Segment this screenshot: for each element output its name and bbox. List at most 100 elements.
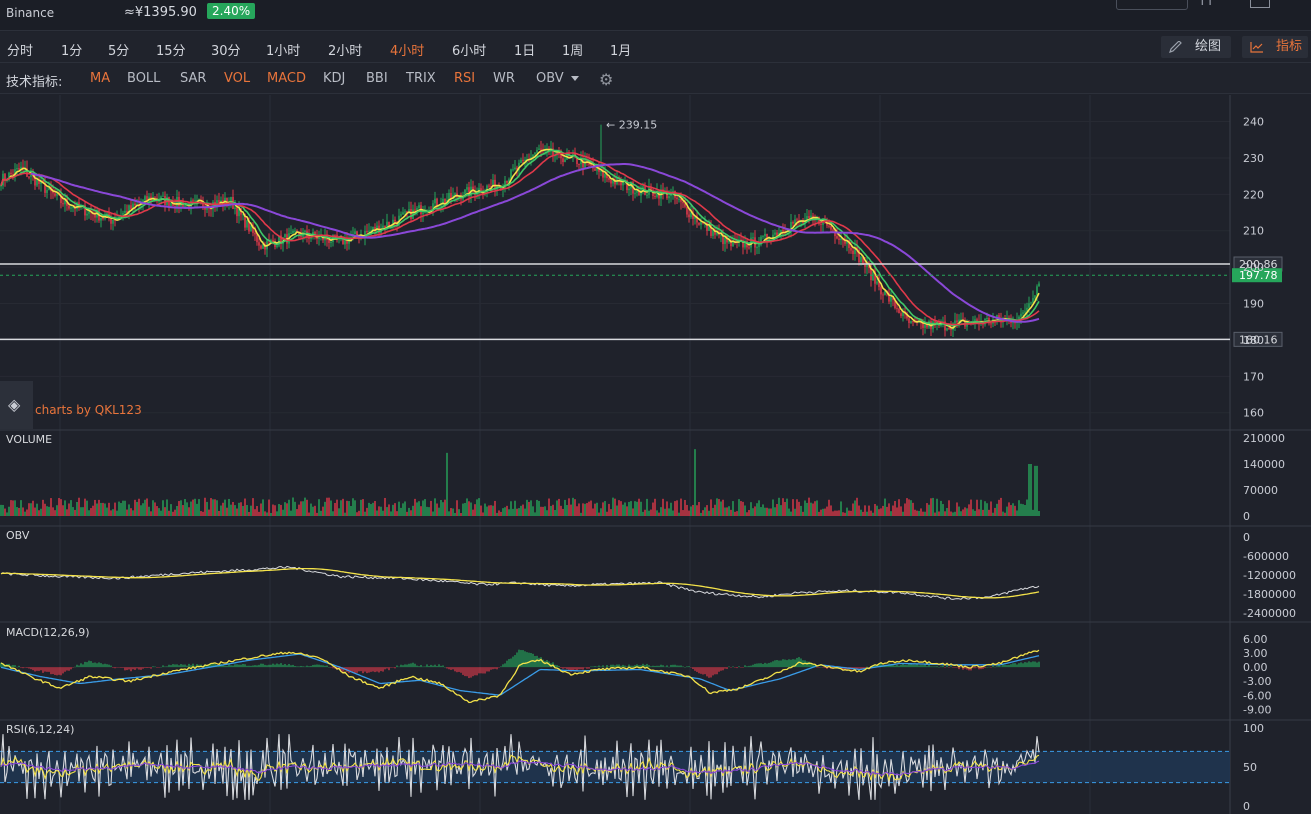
indicator-trix[interactable]: TRIX bbox=[406, 71, 436, 86]
candle-body bbox=[722, 234, 724, 245]
indicator-button[interactable]: 指标 bbox=[1242, 36, 1308, 58]
candle-body bbox=[304, 230, 306, 233]
macd-hist-bar bbox=[470, 667, 472, 678]
trading-chart[interactable]: 200.86 180.16 197.78 160 170 180 190 200 210 220 2… bbox=[0, 95, 1311, 814]
macd-hist-bar bbox=[414, 663, 416, 668]
macd-hist-bar bbox=[578, 667, 580, 670]
volume-bar bbox=[296, 509, 298, 516]
macd-hist-bar bbox=[1020, 662, 1022, 668]
candle-body bbox=[510, 169, 512, 180]
macd-hist-bar bbox=[32, 667, 34, 671]
tab-period-6[interactable]: 2小时 bbox=[328, 44, 363, 59]
volume-bar bbox=[672, 510, 674, 516]
period-selector-icon[interactable]: ⊓ bbox=[1200, 0, 1212, 9]
macd-hist-bar bbox=[70, 667, 72, 670]
macd-hist-bar bbox=[782, 659, 784, 668]
tab-period-1[interactable]: 1分 bbox=[61, 44, 83, 59]
indicator-wr[interactable]: WR bbox=[493, 71, 515, 86]
price-tick-label: 180 bbox=[1243, 334, 1264, 347]
volume-bar bbox=[420, 506, 422, 516]
volume-bar bbox=[576, 506, 578, 516]
volume-bar bbox=[330, 500, 332, 516]
volume-bar bbox=[750, 502, 752, 516]
volume-bar bbox=[828, 499, 830, 516]
volume-bar bbox=[868, 505, 870, 516]
qkl-logo-icon: ◈ bbox=[8, 395, 21, 414]
macd-hist-bar bbox=[908, 663, 910, 668]
tab-period-11[interactable]: 1月 bbox=[610, 44, 632, 59]
indicator-obv[interactable]: OBV bbox=[536, 71, 564, 86]
candle-body bbox=[68, 205, 70, 209]
indicator-boll[interactable]: BOLL bbox=[127, 71, 161, 86]
tab-period-3[interactable]: 15分 bbox=[156, 44, 186, 59]
candle-body bbox=[0, 185, 2, 187]
tab-period-7[interactable]: 4小时 bbox=[390, 44, 425, 59]
volume-bar bbox=[996, 503, 998, 516]
candle-body bbox=[672, 190, 674, 192]
volume-bar bbox=[638, 498, 640, 516]
tab-period-8[interactable]: 6小时 bbox=[452, 44, 487, 59]
volume-bar bbox=[254, 509, 256, 516]
draw-button[interactable]: 绘图 bbox=[1161, 36, 1231, 58]
volume-bar bbox=[422, 500, 424, 516]
param-button[interactable] bbox=[1116, 0, 1188, 10]
candle-body bbox=[762, 236, 764, 238]
indicator-bbi[interactable]: BBI bbox=[366, 71, 388, 86]
candle-body bbox=[126, 210, 128, 215]
rsi-title: RSI(6,12,24) bbox=[6, 723, 74, 736]
macd-hist-bar bbox=[522, 650, 524, 668]
indicator-sar[interactable]: SAR bbox=[180, 71, 207, 86]
indicator-ma[interactable]: MA bbox=[90, 71, 111, 86]
candle-body bbox=[522, 159, 524, 161]
macd-hist-bar bbox=[628, 664, 630, 668]
tab-period-9[interactable]: 1日 bbox=[514, 44, 536, 59]
tab-period-4[interactable]: 30分 bbox=[211, 44, 241, 59]
macd-hist-bar bbox=[630, 665, 632, 668]
macd-hist-bar bbox=[998, 664, 1000, 668]
volume-bar bbox=[424, 499, 426, 516]
fullscreen-icon[interactable] bbox=[1250, 0, 1270, 8]
indicator-vol[interactable]: VOL bbox=[224, 71, 251, 86]
macd-hist-bar bbox=[1000, 666, 1002, 668]
gear-icon[interactable]: ⚙ bbox=[599, 70, 614, 89]
indicator-kdj[interactable]: KDJ bbox=[323, 71, 346, 86]
volume-bar bbox=[730, 509, 732, 516]
candle-body bbox=[466, 187, 468, 190]
macd-hist-bar bbox=[878, 664, 880, 668]
candle-body bbox=[634, 192, 636, 194]
macd-hist-bar bbox=[1012, 663, 1014, 668]
macd-hist-bar bbox=[18, 665, 20, 668]
volume-bar bbox=[402, 503, 404, 516]
macd-hist-bar bbox=[950, 666, 952, 668]
volume-bar bbox=[332, 511, 334, 516]
candle-body bbox=[716, 231, 718, 235]
tab-period-5[interactable]: 1小时 bbox=[266, 44, 301, 59]
volume-bar bbox=[620, 501, 622, 516]
macd-hist-bar bbox=[966, 667, 968, 670]
tab-period-2[interactable]: 5分 bbox=[108, 44, 130, 59]
volume-bar bbox=[628, 501, 630, 516]
macd-hist-bar bbox=[22, 667, 24, 669]
volume-bar bbox=[846, 507, 848, 516]
volume-bar bbox=[968, 504, 970, 516]
tab-period-10[interactable]: 1周 bbox=[562, 44, 584, 59]
macd-hist-bar bbox=[48, 667, 50, 672]
macd-hist-bar bbox=[570, 667, 572, 672]
volume-bar bbox=[744, 505, 746, 516]
macd-hist-bar bbox=[368, 667, 370, 673]
candle-body bbox=[606, 173, 608, 179]
macd-hist-bar bbox=[10, 665, 12, 668]
volume-bar bbox=[532, 506, 534, 516]
volume-bar bbox=[1026, 499, 1028, 516]
indicator-rsi[interactable]: RSI bbox=[454, 71, 476, 86]
tab-period-0[interactable]: 分时 bbox=[7, 44, 34, 59]
candle-body bbox=[34, 176, 36, 186]
chevron-down-icon[interactable] bbox=[571, 76, 579, 81]
candle-body bbox=[878, 281, 880, 287]
volume-bar bbox=[652, 502, 654, 516]
macd-hist-bar bbox=[842, 667, 844, 670]
volume-bar bbox=[386, 507, 388, 516]
candle-body bbox=[142, 200, 144, 204]
indicator-macd[interactable]: MACD bbox=[267, 71, 306, 86]
volume-bar bbox=[1004, 512, 1006, 516]
